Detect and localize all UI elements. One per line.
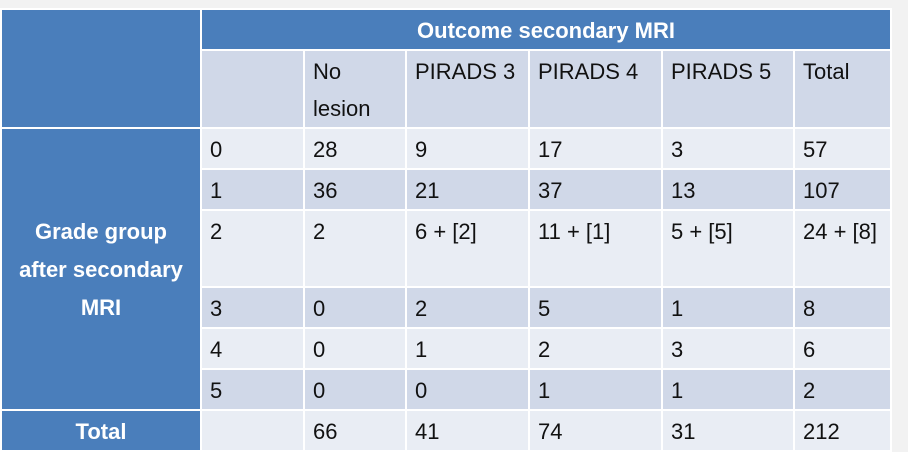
- value-cell: 36: [303, 168, 407, 211]
- column-header: PIRADS 4: [528, 49, 663, 129]
- column-header: PIRADS 5: [661, 49, 795, 129]
- column-header: No lesion: [303, 49, 407, 129]
- corner-cell: [0, 8, 202, 129]
- value-cell: 5 + [5]: [661, 209, 795, 288]
- value-cell: 0: [405, 368, 530, 411]
- value-cell: 0: [303, 286, 407, 329]
- grade-cell: 4: [200, 327, 305, 370]
- value-cell: 1: [528, 368, 663, 411]
- value-cell: 24 + [8]: [792, 209, 893, 288]
- data-row: 1 36 21 37 13 107: [1, 168, 893, 211]
- value-cell: 0: [303, 368, 407, 411]
- value-cell: 2: [303, 209, 407, 288]
- grade-cell: 1: [200, 168, 305, 211]
- value-cell: 3: [661, 327, 795, 370]
- table-title: Outcome secondary MRI: [199, 8, 893, 51]
- grade-cell: 3: [200, 286, 305, 329]
- data-row: Grade group after secondary MRI 0 28 9 17 3 57: [0, 127, 893, 411]
- grade-cell: 0: [200, 127, 305, 170]
- value-cell: 5: [528, 286, 663, 329]
- title-row: Outcome secondary MRI: [0, 8, 893, 129]
- value-cell: 57: [792, 127, 893, 170]
- grade-cell: 2: [200, 209, 305, 288]
- value-cell: 1: [405, 327, 530, 370]
- column-header-row: No lesion PIRADS 3 PIRADS 4 PIRADS 5 Total: [1, 49, 893, 129]
- value-cell: 2: [405, 286, 530, 329]
- grade-cell: 5: [200, 368, 305, 411]
- value-cell: 3: [661, 127, 795, 170]
- value-cell: 0: [303, 327, 407, 370]
- value-cell: 2: [528, 327, 663, 370]
- value-cell: 11 + [1]: [528, 209, 663, 288]
- value-cell: 6: [792, 327, 893, 370]
- value-cell: 1: [661, 286, 795, 329]
- header-cell: [200, 49, 305, 129]
- column-header: Total: [792, 49, 893, 129]
- value-cell: 1: [661, 368, 795, 411]
- value-cell: 6 + [2]: [405, 209, 530, 288]
- value-cell: 107: [792, 168, 893, 211]
- value-cell: 17: [528, 127, 663, 170]
- value-cell: 21: [405, 168, 530, 211]
- value-cell: 2: [792, 368, 893, 411]
- value-cell: 13: [661, 168, 795, 211]
- value-cell: 28: [303, 127, 407, 170]
- value-cell: 8: [792, 286, 893, 329]
- value-cell: 9: [405, 127, 530, 170]
- row-header: Grade group after secondary MRI: [0, 127, 202, 411]
- column-header: PIRADS 3: [405, 49, 530, 129]
- value-cell: 37: [528, 168, 663, 211]
